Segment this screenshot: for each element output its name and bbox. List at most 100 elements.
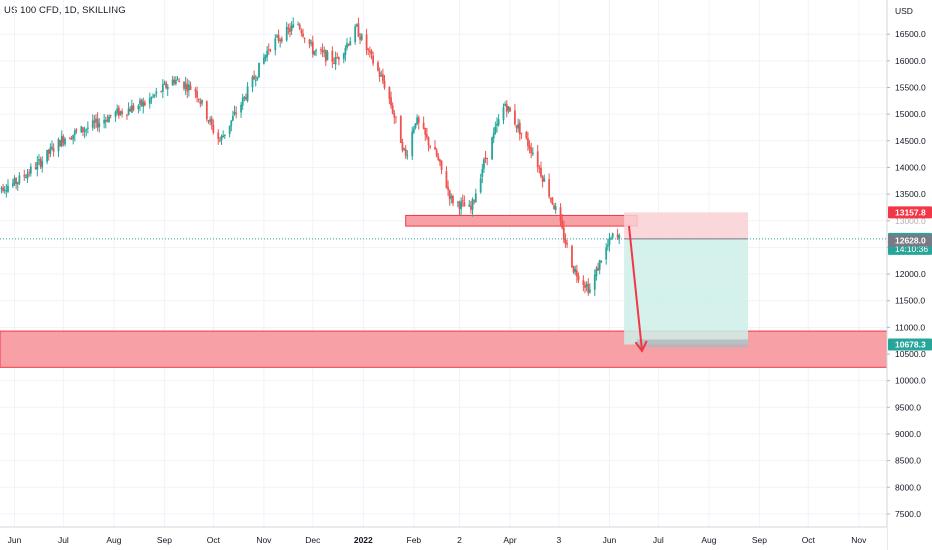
candle-body xyxy=(588,289,591,293)
candle-body xyxy=(130,105,133,113)
candle-body xyxy=(381,74,384,82)
take-profit-zone[interactable] xyxy=(624,238,748,345)
candle-body xyxy=(575,270,578,277)
candle-body xyxy=(233,112,236,115)
candle-body xyxy=(447,187,449,191)
candle-body xyxy=(509,107,511,112)
candle-body xyxy=(173,79,176,84)
candle-body xyxy=(104,119,107,122)
candle-body xyxy=(223,134,226,136)
candle-body xyxy=(106,119,109,122)
candle-body xyxy=(126,114,128,116)
resistance-zone[interactable] xyxy=(405,214,638,227)
candle-body xyxy=(41,160,44,168)
symbol-title: US 100 CFD, 1D, SKILLING xyxy=(4,5,126,16)
candle-body xyxy=(165,82,167,88)
candle-body xyxy=(434,146,436,150)
price-badge-label: 12628.0 xyxy=(895,236,926,246)
candle-body xyxy=(349,41,352,46)
candle-body xyxy=(98,123,101,128)
time-tick-label: Aug xyxy=(106,535,121,545)
price-tick-label: 14000.0 xyxy=(895,162,926,172)
time-axis[interactable]: Jun Jul Aug Sep Oct Nov Dec 2022 Feb 2 Apr 3 Jun Jul A… xyxy=(0,526,887,550)
candle-body xyxy=(26,173,29,179)
support-zone[interactable] xyxy=(0,330,888,368)
candle-body xyxy=(355,24,358,27)
candle-body xyxy=(377,62,379,71)
price-badge[interactable] xyxy=(888,338,932,351)
candle-body xyxy=(344,48,347,56)
candle-body xyxy=(543,178,546,182)
candle-body xyxy=(368,50,371,52)
candle-body xyxy=(210,118,213,125)
candle-body xyxy=(264,55,267,59)
candle-body xyxy=(246,86,249,101)
candle-body xyxy=(0,187,3,189)
short-position-tool[interactable] xyxy=(0,212,887,353)
candle-body xyxy=(132,105,135,110)
candle-body xyxy=(549,198,552,200)
candle-body xyxy=(370,50,373,55)
candle-body xyxy=(96,118,99,128)
candle-body xyxy=(5,190,8,192)
time-tick-label: Oct xyxy=(802,535,816,545)
candle-body xyxy=(417,117,420,123)
candle-body xyxy=(205,101,208,120)
candle-body xyxy=(235,112,238,114)
candle-body xyxy=(75,129,78,132)
candle-body xyxy=(82,127,84,132)
candle-body xyxy=(285,27,288,41)
candle-body xyxy=(217,132,220,139)
candle-body xyxy=(608,238,611,245)
candle-body xyxy=(38,159,40,161)
candle-body xyxy=(80,126,83,133)
candle-body xyxy=(137,105,140,110)
candle-body xyxy=(290,25,293,31)
candle-body xyxy=(230,120,233,126)
time-tick-label: Nov xyxy=(851,535,867,545)
candle-body xyxy=(326,51,329,61)
candle-body xyxy=(176,79,179,81)
time-tick-label: Jul xyxy=(653,535,664,545)
candle-body xyxy=(2,187,4,192)
candle-body xyxy=(354,26,357,43)
candle-body xyxy=(548,179,551,197)
price-tick-label: 8000.0 xyxy=(895,482,921,492)
price-badge-label: 13157.8 xyxy=(895,207,926,217)
candle-body xyxy=(365,34,368,50)
candle-body xyxy=(207,120,210,122)
candle-body xyxy=(117,107,120,116)
candle-body xyxy=(574,269,577,272)
candle-body xyxy=(463,202,466,207)
candle-body xyxy=(403,148,405,150)
support-resistance-zones[interactable] xyxy=(0,214,888,368)
price-badge[interactable] xyxy=(888,234,932,247)
candle-body xyxy=(452,196,454,204)
price-badge[interactable] xyxy=(888,206,932,219)
candle-body xyxy=(517,124,520,129)
candle-body xyxy=(18,175,21,184)
candle-body xyxy=(228,125,231,134)
candle-body xyxy=(551,197,554,205)
price-tick-label: 9000.0 xyxy=(895,429,921,439)
candle-body xyxy=(256,76,259,80)
price-axis[interactable]: USD 7500.0 8000.0 8500.0 9000.0 9500.0 10000.0… xyxy=(886,0,932,550)
candle-body xyxy=(440,160,443,170)
candle-body xyxy=(25,177,27,179)
price-tick-label: 15500.0 xyxy=(895,83,926,93)
candle-body xyxy=(460,201,463,210)
stop-loss-zone[interactable] xyxy=(624,212,748,239)
time-tick-label: 2 xyxy=(457,535,462,545)
candle-body xyxy=(93,120,96,123)
candle-body xyxy=(161,84,164,92)
candle-body xyxy=(331,50,334,62)
time-tick-label: Sep xyxy=(752,535,767,545)
price-tick-label: 16500.0 xyxy=(895,29,926,39)
candle-body xyxy=(323,51,326,53)
candle-body xyxy=(334,57,337,65)
candle-body xyxy=(119,111,122,115)
candle-body xyxy=(388,87,391,99)
candle-body xyxy=(245,97,247,100)
projection-arrow[interactable] xyxy=(628,225,644,351)
